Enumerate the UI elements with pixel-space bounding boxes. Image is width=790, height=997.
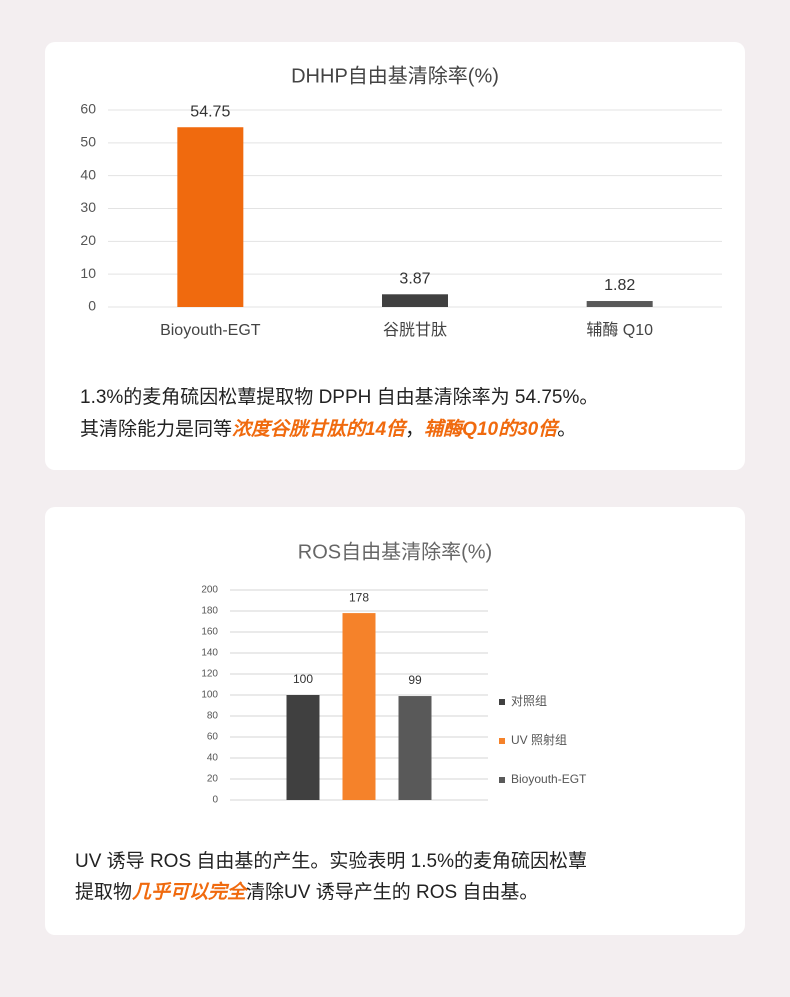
- legend-label: UV 照射组: [511, 732, 567, 747]
- value-label: 3.87: [399, 271, 430, 288]
- y-tick-label: 0: [212, 795, 218, 806]
- x-tick-label: Bioyouth-EGT: [160, 322, 261, 339]
- caption-text: 。: [557, 419, 576, 440]
- y-tick-label: 50: [80, 134, 96, 150]
- y-tick-label: 180: [201, 606, 218, 617]
- y-tick-label: 20: [207, 774, 219, 785]
- y-tick-label: 100: [201, 690, 218, 701]
- legend-swatch: [499, 777, 505, 783]
- y-tick-label: 10: [80, 265, 96, 281]
- legend-swatch: [499, 738, 505, 744]
- y-tick-label: 30: [80, 199, 96, 215]
- caption-text: 清除UV 诱导产生的 ROS 自由基。: [246, 881, 538, 903]
- caption: UV 诱导 ROS 自由基的产生。实验表明 1.5%的麦角硫因松蕈: [75, 850, 587, 872]
- legend-swatch: [499, 699, 505, 705]
- caption: 其清除能力是同等浓度谷胱甘肽的14倍，辅酶Q10的30倍。: [80, 418, 576, 440]
- y-tick-label: 60: [80, 101, 96, 117]
- bar: [382, 294, 448, 307]
- y-tick-label: 20: [80, 232, 96, 248]
- legend-label: Bioyouth-EGT: [511, 772, 587, 786]
- caption-text: 提取物: [75, 881, 132, 903]
- bar: [398, 696, 432, 800]
- value-label: 54.75: [190, 103, 230, 120]
- value-label: 1.82: [604, 277, 635, 294]
- chart-title: ROS自由基清除率(%): [298, 540, 492, 563]
- y-tick-label: 80: [207, 711, 219, 722]
- y-tick-label: 40: [207, 753, 219, 764]
- x-tick-label: 谷胱甘肽: [383, 321, 447, 339]
- chart-title: DHHP自由基清除率(%): [291, 64, 499, 87]
- y-tick-label: 60: [207, 732, 219, 743]
- caption-text: 其清除能力是同等: [80, 418, 232, 440]
- caption-text: ，: [405, 419, 424, 440]
- y-tick-label: 120: [201, 669, 218, 680]
- value-label: 178: [349, 590, 369, 604]
- value-label: 99: [408, 673, 422, 687]
- y-tick-label: 160: [201, 627, 218, 638]
- x-tick-label: 辅酶 Q10: [586, 321, 653, 339]
- caption: 提取物几乎可以完全清除UV 诱导产生的 ROS 自由基。: [75, 881, 538, 903]
- bar: [342, 613, 376, 800]
- y-tick-label: 140: [201, 648, 218, 659]
- caption: 1.3%的麦角硫因松蕈提取物 DPPH 自由基清除率为 54.75%。: [80, 386, 598, 408]
- card: [45, 507, 745, 935]
- legend-label: 对照组: [511, 694, 547, 708]
- y-tick-label: 0: [88, 298, 96, 314]
- caption-text: 1.3%的麦角硫因松蕈提取物 DPPH 自由基清除率为 54.75%。: [80, 386, 598, 408]
- bar: [286, 695, 320, 800]
- caption-emphasis: 辅酶Q10的30倍: [424, 418, 560, 440]
- bar: [177, 127, 244, 307]
- caption-emphasis: 几乎可以完全: [132, 881, 249, 903]
- value-label: 100: [293, 672, 313, 686]
- caption-emphasis: 浓度谷胱甘肽的14倍: [232, 418, 408, 440]
- bar: [586, 301, 653, 307]
- y-tick-label: 200: [201, 585, 218, 596]
- caption-text: UV 诱导 ROS 自由基的产生。实验表明 1.5%的麦角硫因松蕈: [75, 850, 587, 872]
- y-tick-label: 40: [80, 166, 96, 182]
